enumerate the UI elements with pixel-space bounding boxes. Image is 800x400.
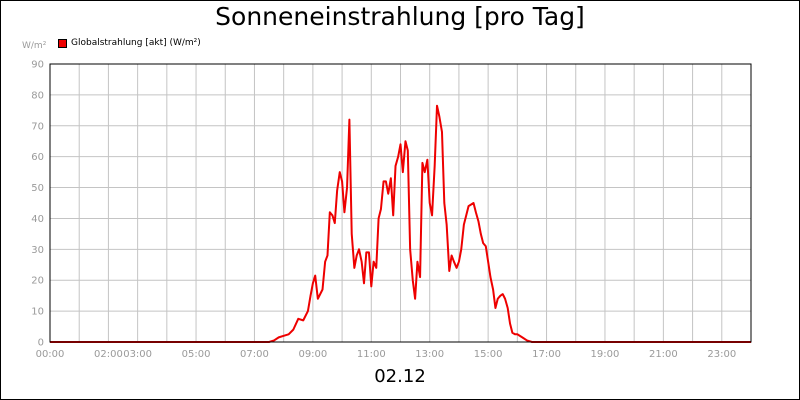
x-tick-label: 03:00 <box>123 349 152 360</box>
x-tick-label: 23:00 <box>707 349 736 360</box>
y-tick-label: 70 <box>31 121 44 132</box>
y-tick-label: 10 <box>31 307 44 318</box>
series-line <box>50 104 751 343</box>
y-tick-label: 0 <box>38 338 44 349</box>
x-tick-label: 02:00 <box>94 349 123 360</box>
x-tick-label: 11:00 <box>357 349 386 360</box>
x-tick-label: 21:00 <box>649 349 678 360</box>
y-tick-label: 50 <box>31 183 44 194</box>
y-tick-label: 40 <box>31 214 44 225</box>
y-tick-label: 90 <box>31 60 44 71</box>
series-layer <box>50 104 751 343</box>
x-tick-label: 09:00 <box>298 349 327 360</box>
x-tick-label: 17:00 <box>532 349 561 360</box>
x-axis-date-label: 02.12 <box>374 366 426 387</box>
y-tick-label: 30 <box>31 245 44 256</box>
plot-area-border <box>49 63 752 343</box>
x-tick-label: 19:00 <box>591 349 620 360</box>
y-tick-label: 20 <box>31 276 44 287</box>
y-tick-label: 60 <box>31 152 44 163</box>
y-tick-label: 80 <box>31 90 44 101</box>
legend-label: Globalstrahlung [akt] (W/m²) <box>71 38 201 48</box>
y-axis-unit-label: W/m² <box>22 41 47 51</box>
chart-title: Sonneneinstrahlung [pro Tag] <box>215 2 585 31</box>
legend: Globalstrahlung [akt] (W/m²) <box>58 38 201 48</box>
tick-labels: 0 10 20 30 40 50 60 70 80 90 00:00 02:00 03:00 05:00 0… <box>31 60 736 361</box>
grid <box>50 64 751 342</box>
x-tick-label: 15:00 <box>474 349 503 360</box>
x-tick-label: 13:00 <box>415 349 444 360</box>
x-tick-label: 05:00 <box>182 349 211 360</box>
legend-swatch <box>58 38 67 48</box>
x-tick-label: 00:00 <box>36 349 65 360</box>
x-tick-label: 07:00 <box>240 349 269 360</box>
